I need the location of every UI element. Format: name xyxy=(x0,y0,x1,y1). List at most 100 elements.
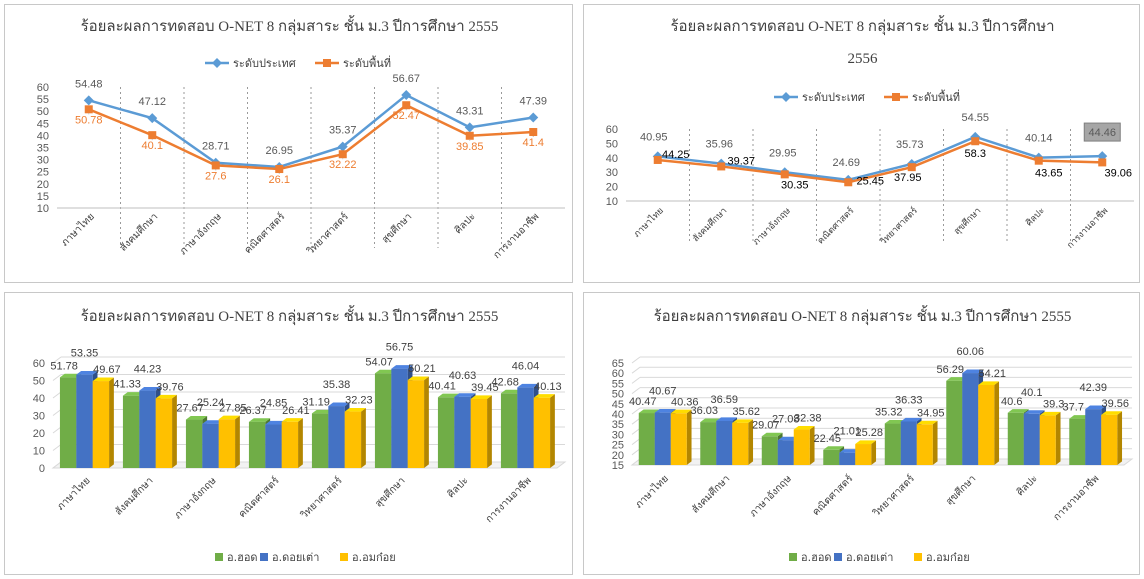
legend-swatch xyxy=(215,553,223,561)
bar xyxy=(281,421,299,468)
data-label: 43.31 xyxy=(456,105,484,117)
data-label: 27.6 xyxy=(205,170,226,182)
bar-side xyxy=(361,407,366,468)
legend-label: อ.ฮอด xyxy=(801,551,832,564)
data-label: 40.14 xyxy=(1025,133,1053,145)
y-tick-label: 20 xyxy=(606,182,618,194)
bar xyxy=(900,421,917,465)
chart-title: ร้อยละผลการทดสอบ O-NET 8 กลุ่มสาระ ชั้น … xyxy=(670,15,1054,36)
legend-label: อ.ฮอด xyxy=(227,551,258,564)
series-line xyxy=(657,139,1103,184)
bar-side xyxy=(550,394,555,468)
gridline-side xyxy=(52,409,62,416)
bar xyxy=(884,423,901,465)
bar xyxy=(92,381,110,468)
data-label: 32.22 xyxy=(329,159,357,171)
data-label: 40.13 xyxy=(534,381,562,393)
bar xyxy=(716,420,733,465)
bar xyxy=(761,436,778,465)
x-category-label: สังคมศึกษา xyxy=(690,205,729,244)
bar-top xyxy=(716,417,738,421)
bar xyxy=(793,429,810,465)
gridline-side xyxy=(52,391,62,399)
bar xyxy=(1007,412,1024,465)
legend-swatch xyxy=(914,553,922,561)
data-label: 35.73 xyxy=(896,139,924,151)
data-label: 24.85 xyxy=(260,398,288,410)
data-label: 54.21 xyxy=(978,368,1006,380)
x-category-label: สังคมศึกษา xyxy=(689,473,732,516)
y-tick-label: 40 xyxy=(33,393,45,405)
y-tick-label: 20 xyxy=(37,179,49,191)
bar-top xyxy=(92,377,114,382)
data-label: 47.12 xyxy=(138,96,166,108)
bar xyxy=(962,373,979,465)
bar-top xyxy=(761,432,783,437)
data-label: 46.04 xyxy=(512,360,540,372)
bar-top xyxy=(185,415,208,420)
x-category-label: ภาษาอังกฤษ xyxy=(751,206,792,247)
data-label: 26.41 xyxy=(282,405,310,417)
bar-side xyxy=(172,394,177,468)
bar xyxy=(1023,413,1040,465)
legend-label: อ.อมก๋อย xyxy=(926,551,970,564)
data-label: 32.23 xyxy=(345,395,373,407)
bar-top xyxy=(638,409,660,414)
y-tick-label: 45 xyxy=(612,399,624,411)
data-label: 52.47 xyxy=(392,110,420,122)
bar xyxy=(1101,414,1118,465)
gridline-side xyxy=(631,427,641,435)
data-label: 39.45 xyxy=(471,382,499,394)
bar-top xyxy=(407,376,429,381)
bar-side xyxy=(487,395,492,468)
data-label: 58.3 xyxy=(965,148,986,160)
y-tick-label: 30 xyxy=(37,155,49,167)
x-category-label: สังคมศึกษา xyxy=(113,475,156,518)
bar-top xyxy=(1007,409,1029,413)
data-label: 27.85 xyxy=(219,402,247,414)
gridline-side xyxy=(631,448,641,456)
x-category-label: ศิลปะ xyxy=(1015,473,1040,498)
series-line xyxy=(88,103,534,171)
bar xyxy=(374,373,392,468)
x-category-label: วิทยาศาสตร์ xyxy=(870,472,917,519)
data-point xyxy=(275,165,284,174)
legend-swatch xyxy=(834,553,842,561)
data-point xyxy=(465,131,474,140)
bar xyxy=(155,398,173,468)
series-line xyxy=(88,93,534,169)
bar-side xyxy=(932,420,938,465)
data-label: 56.75 xyxy=(386,342,414,354)
chart-svg: ร้อยละผลการทดสอบ O-NET 8 กลุ่มสาระ ชั้น … xyxy=(612,305,1134,564)
legend-label: ระดับพื้นที่ xyxy=(912,89,960,104)
bar-top xyxy=(916,420,938,425)
bar xyxy=(855,444,872,465)
data-label: 39.37 xyxy=(727,155,755,167)
gridline-side xyxy=(631,438,641,446)
gridline-side xyxy=(631,366,641,374)
data-label: 37.95 xyxy=(894,172,922,184)
data-point xyxy=(844,178,853,187)
legend-label: อ.ดอยเต่า xyxy=(846,551,893,564)
data-label: 30.35 xyxy=(781,179,809,191)
y-tick-label: 60 xyxy=(606,124,618,136)
data-label: 32.38 xyxy=(794,413,822,425)
bar xyxy=(76,374,93,468)
data-point xyxy=(147,113,158,124)
data-label: 54.48 xyxy=(75,78,103,90)
bar-top xyxy=(700,418,722,423)
bar-top xyxy=(500,389,523,394)
y-tick-label: 60 xyxy=(37,82,49,94)
data-label: 25.24 xyxy=(197,397,225,409)
bar-side xyxy=(298,418,303,468)
bar-top xyxy=(281,418,303,422)
bar xyxy=(265,424,282,468)
bar xyxy=(839,452,856,465)
y-tick-label: 15 xyxy=(612,460,624,472)
bar xyxy=(777,440,794,465)
data-point xyxy=(402,101,411,110)
bar xyxy=(517,387,534,468)
bar xyxy=(202,423,219,468)
legend-swatch xyxy=(789,553,797,561)
legend-marker xyxy=(781,92,791,102)
